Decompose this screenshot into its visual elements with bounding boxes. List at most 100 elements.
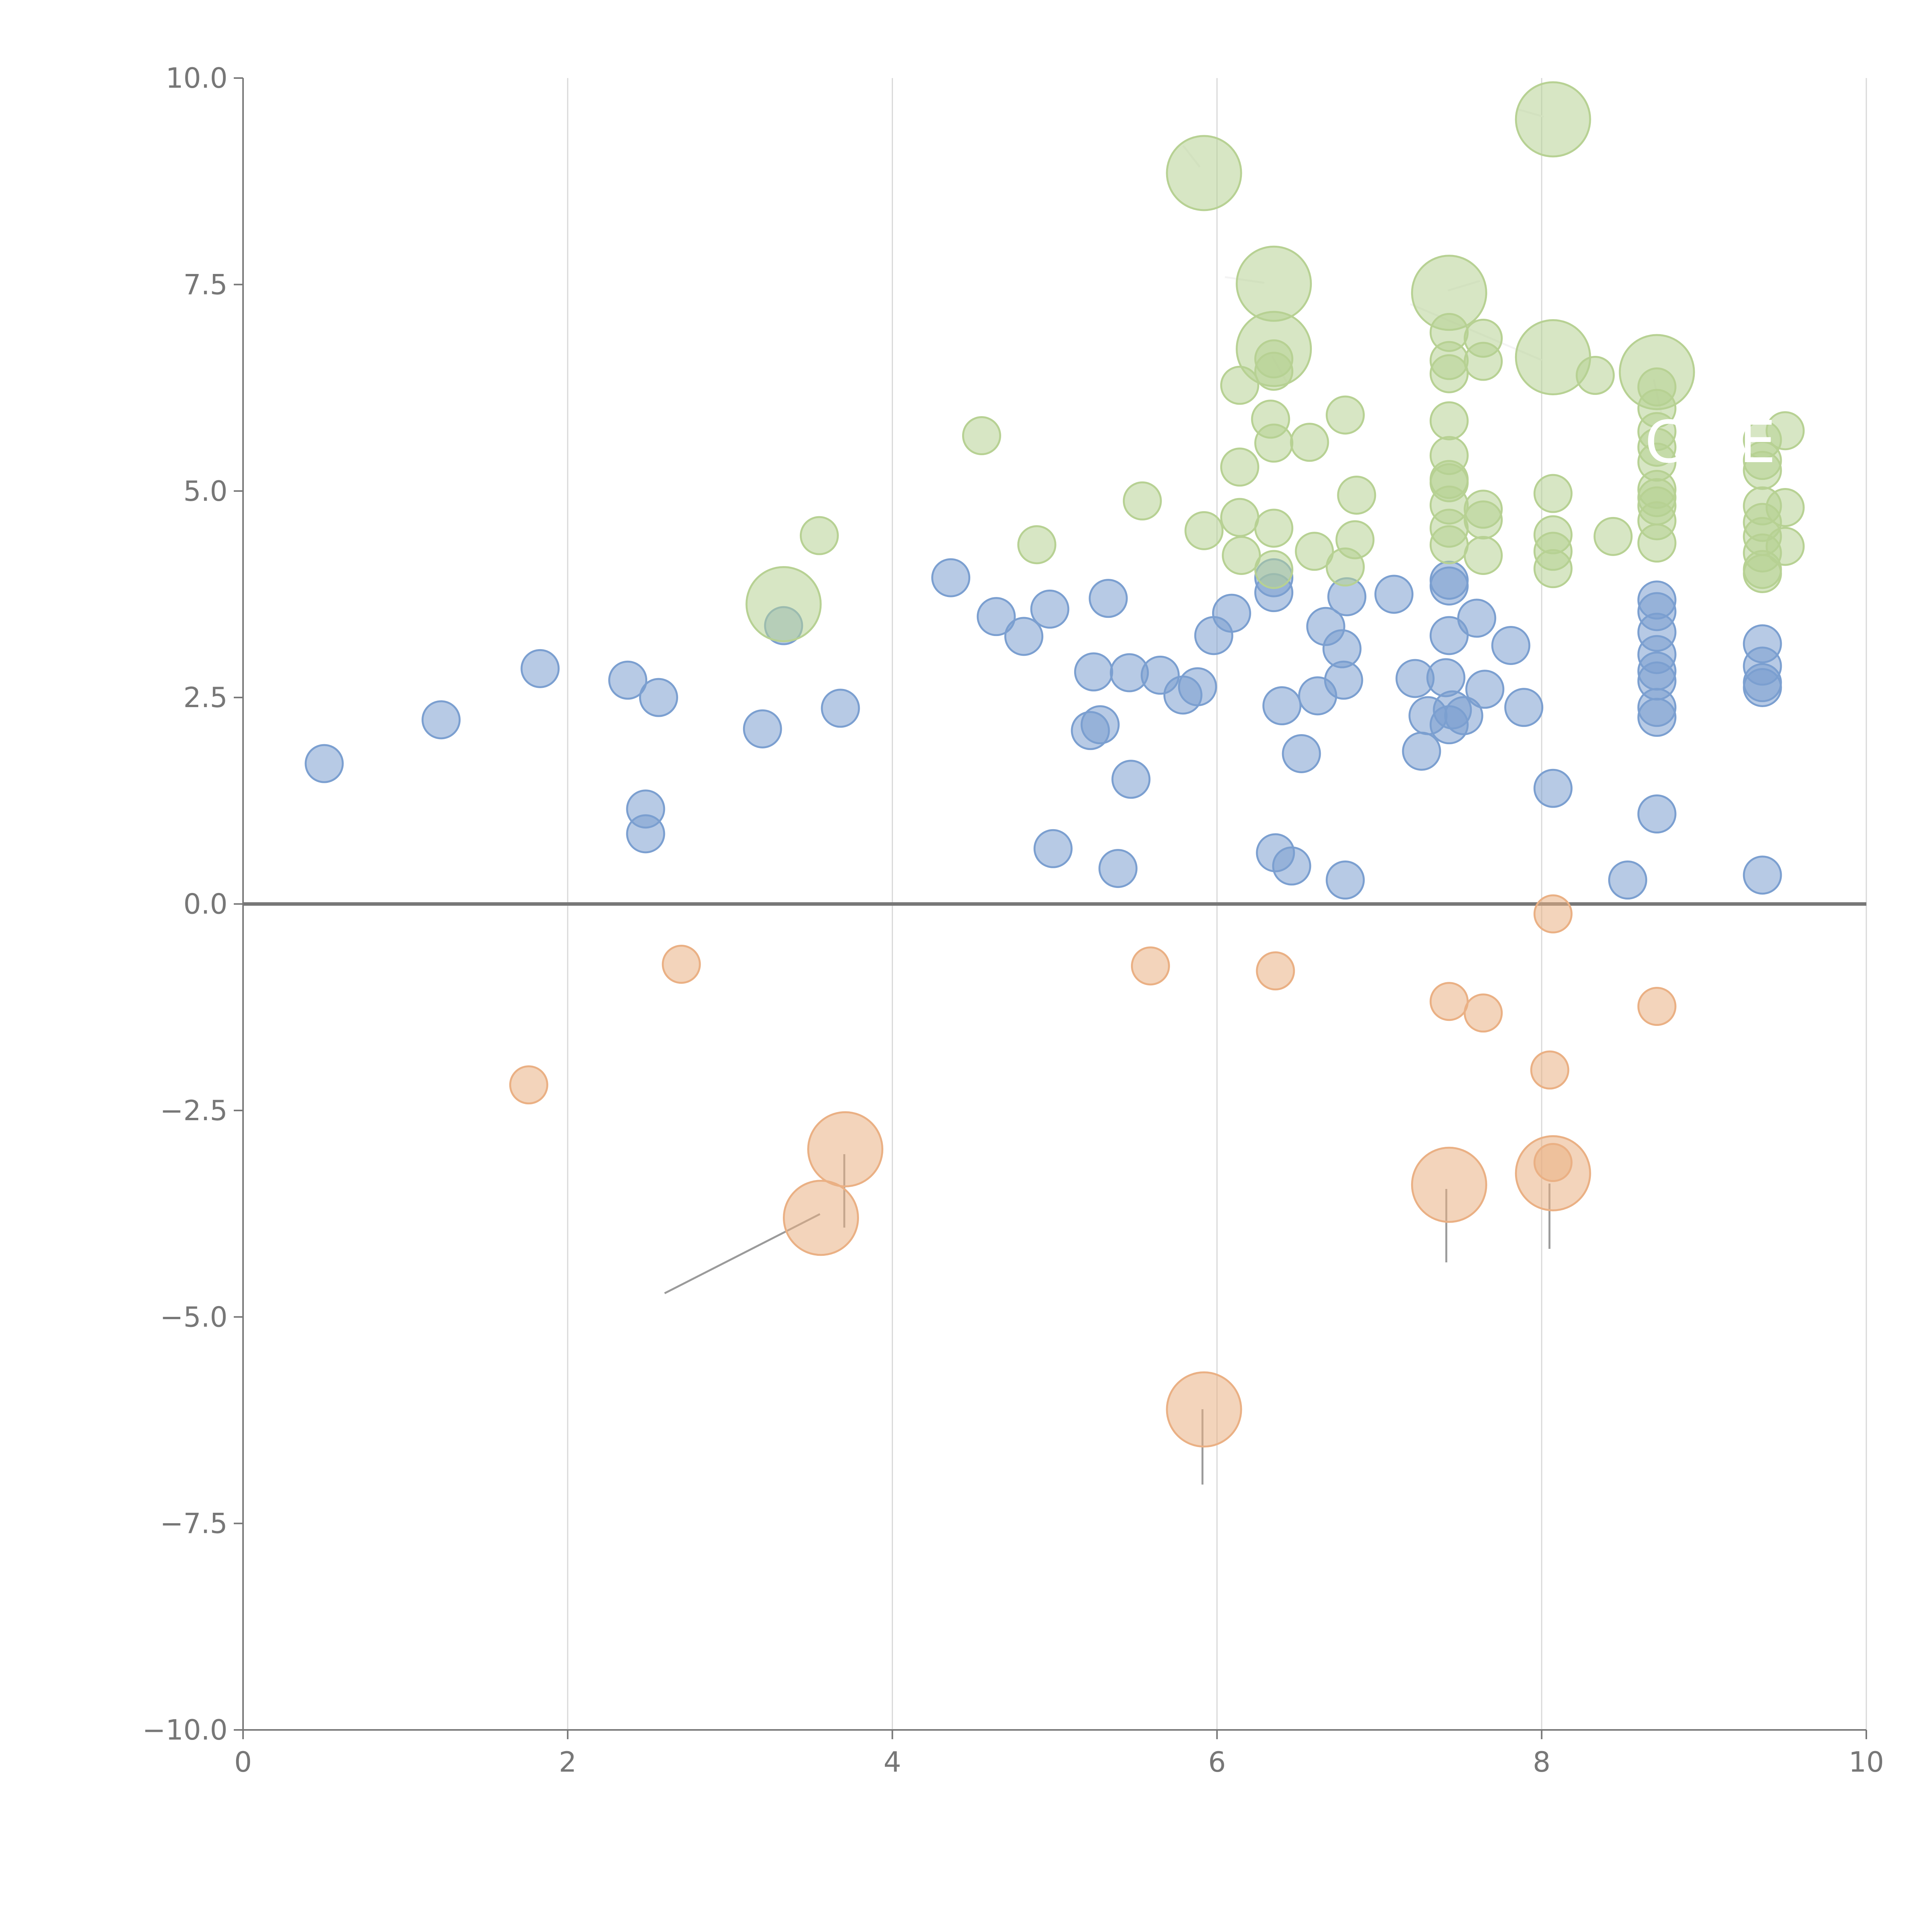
- blue-point: [1324, 660, 1363, 700]
- orange-point: [509, 1065, 548, 1105]
- orange-point: [662, 945, 701, 984]
- orange-point: [1530, 1050, 1570, 1090]
- blue-point: [626, 814, 665, 854]
- x-tick-label: 8: [1533, 1746, 1551, 1778]
- green-point: [1575, 356, 1615, 395]
- blue-point: [1074, 652, 1113, 692]
- x-tick-label: 10: [1849, 1746, 1884, 1778]
- orange-point: [1411, 1146, 1487, 1223]
- annotation-label: E: [1739, 409, 1776, 476]
- green-point: [1464, 536, 1503, 575]
- blue-point: [304, 744, 344, 783]
- green-point: [1254, 509, 1294, 548]
- green-point: [1533, 474, 1573, 513]
- green-point: [1236, 245, 1312, 322]
- y-tick-label: 7.5: [183, 268, 228, 301]
- blue-point: [1637, 697, 1677, 737]
- green-point: [1743, 554, 1782, 593]
- blue-point: [1111, 760, 1151, 799]
- data-points: [304, 81, 1805, 1448]
- blue-point: [1088, 579, 1128, 618]
- y-tick-label: −7.5: [160, 1507, 228, 1540]
- green-point: [1337, 475, 1376, 515]
- green-point: [1429, 525, 1469, 565]
- y-tick-label: 0.0: [183, 888, 228, 920]
- green-point: [1220, 498, 1259, 537]
- blue-point: [821, 689, 860, 728]
- blue-point: [1444, 696, 1483, 735]
- blue-point: [1637, 794, 1677, 834]
- green-point: [1515, 81, 1591, 158]
- blue-point: [1429, 616, 1469, 655]
- axes: 0 2 4 6 8 10 10.0 7.5 5.0 2.5 0.0 −2.5 −5.0 −7.5 −10.0: [142, 62, 1884, 1778]
- green-point: [1290, 423, 1329, 462]
- blue-point: [1282, 734, 1321, 773]
- blue-point: [1374, 575, 1414, 614]
- blue-point: [1325, 861, 1365, 900]
- orange-point: [807, 1111, 884, 1187]
- blue-point: [1743, 668, 1782, 707]
- blue-point: [1608, 861, 1647, 900]
- x-tick-label: 0: [234, 1746, 252, 1778]
- green-point: [1765, 488, 1805, 527]
- y-tick-label: −2.5: [160, 1094, 228, 1127]
- blue-point: [931, 558, 971, 597]
- green-point: [1325, 395, 1365, 435]
- blue-point: [1504, 688, 1544, 727]
- green-point: [1464, 342, 1503, 381]
- y-tick-label: 5.0: [183, 475, 228, 507]
- blue-point: [1465, 670, 1505, 709]
- blue-point: [1457, 599, 1497, 638]
- x-tick-label: 4: [883, 1746, 901, 1778]
- green-point: [1765, 411, 1805, 451]
- blue-point: [1098, 849, 1138, 888]
- blue-point: [1033, 829, 1073, 868]
- green-point: [1222, 536, 1261, 575]
- y-tick-label: 2.5: [183, 681, 228, 714]
- green-point: [1295, 532, 1334, 571]
- orange-point: [1533, 1143, 1573, 1182]
- blue-point: [639, 678, 678, 717]
- blue-point: [520, 649, 560, 688]
- green-point: [962, 416, 1001, 456]
- blue-point: [1743, 855, 1782, 895]
- blue-point: [1178, 667, 1217, 706]
- leader-lines: [664, 108, 1663, 1485]
- green-point: [799, 516, 839, 555]
- blue-point: [743, 709, 782, 748]
- green-point: [1184, 511, 1224, 550]
- green-point: [1254, 550, 1294, 589]
- green-point: [1122, 481, 1162, 520]
- orange-point: [783, 1180, 859, 1256]
- blue-point: [1491, 626, 1531, 665]
- annotation-label: C: [1645, 409, 1685, 476]
- blue-point: [1030, 589, 1070, 629]
- blue-point: [976, 597, 1016, 636]
- orange-point: [1637, 987, 1677, 1026]
- green-point: [745, 566, 822, 643]
- orange-point: [1256, 951, 1295, 991]
- orange-point: [1166, 1371, 1242, 1448]
- green-point: [1254, 352, 1294, 391]
- green-point: [1254, 423, 1294, 463]
- blue-point: [1402, 731, 1441, 771]
- blue-point: [1262, 686, 1302, 725]
- green-point: [1429, 401, 1469, 440]
- blue-point: [1272, 846, 1311, 886]
- blue-point: [608, 660, 648, 700]
- orange-point: [1464, 993, 1503, 1033]
- green-point: [1765, 527, 1805, 566]
- green-point: [1166, 135, 1242, 211]
- blue-point: [1426, 658, 1466, 697]
- blue-point: [1429, 561, 1469, 600]
- y-tick-label: −5.0: [160, 1301, 228, 1333]
- blue-point: [1533, 769, 1573, 808]
- orange-point: [1533, 894, 1573, 934]
- blue-point: [422, 700, 461, 740]
- blue-point: [1212, 594, 1251, 633]
- green-point: [1637, 523, 1677, 563]
- green-point: [1464, 500, 1503, 540]
- blue-point: [1004, 617, 1044, 656]
